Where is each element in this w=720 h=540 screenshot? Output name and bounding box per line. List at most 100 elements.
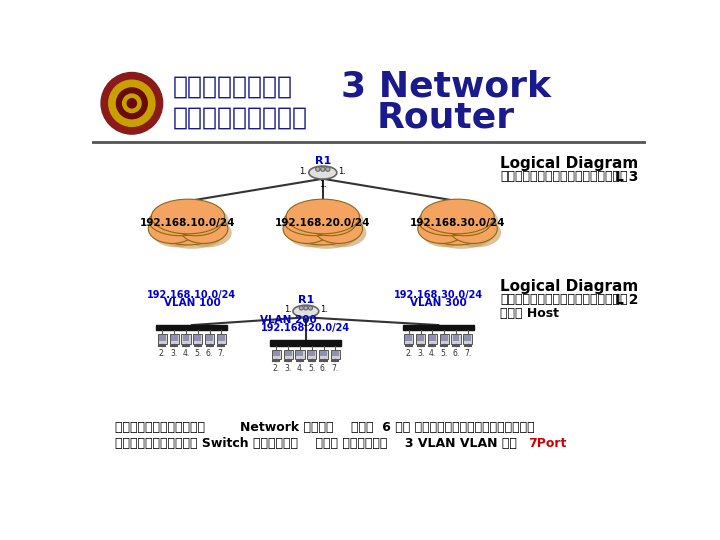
Bar xyxy=(158,334,167,343)
Circle shape xyxy=(315,167,320,171)
Bar xyxy=(451,334,461,343)
Ellipse shape xyxy=(425,203,498,238)
Text: L 3: L 3 xyxy=(615,170,639,184)
Ellipse shape xyxy=(157,212,227,249)
Ellipse shape xyxy=(418,206,482,236)
Text: 5.: 5. xyxy=(308,364,315,373)
Bar xyxy=(307,350,316,359)
Bar xyxy=(170,334,179,343)
Ellipse shape xyxy=(438,206,492,236)
Text: 6.: 6. xyxy=(452,349,459,358)
Text: แสดงรายละเอยดระดบ: แสดงรายละเอยดระดบ xyxy=(500,170,627,183)
Ellipse shape xyxy=(153,208,222,245)
Text: 3.: 3. xyxy=(417,349,424,358)
Text: Logical Diagram: Logical Diagram xyxy=(500,279,638,294)
Text: เชอมตอผาน: เชอมตอผาน xyxy=(173,105,307,129)
Ellipse shape xyxy=(449,214,498,244)
Ellipse shape xyxy=(293,305,319,317)
Bar xyxy=(217,334,226,343)
Ellipse shape xyxy=(418,214,466,244)
Text: 5.: 5. xyxy=(441,349,448,358)
Bar xyxy=(194,335,202,341)
Text: 3.: 3. xyxy=(284,364,292,373)
Text: 2.: 2. xyxy=(159,349,166,358)
Ellipse shape xyxy=(443,211,495,240)
Circle shape xyxy=(300,306,303,310)
Text: 2.: 2. xyxy=(273,364,280,373)
Bar xyxy=(284,350,293,359)
Bar xyxy=(271,340,341,346)
Ellipse shape xyxy=(184,218,232,247)
Text: 7.: 7. xyxy=(332,364,339,373)
Bar xyxy=(181,334,191,343)
Bar xyxy=(417,335,424,341)
Bar xyxy=(416,334,426,343)
Ellipse shape xyxy=(156,203,228,238)
Text: 192.168.20.0/24: 192.168.20.0/24 xyxy=(261,323,351,333)
Text: 1.: 1. xyxy=(300,166,307,176)
Circle shape xyxy=(304,306,308,310)
Text: Router: Router xyxy=(377,100,515,134)
Ellipse shape xyxy=(423,208,492,245)
Ellipse shape xyxy=(304,206,357,236)
Text: ถาผใชงานแตละ        Network มนอย    เชน  6 คน และอยบรเวณเดยวกน: ถาผใชงานแตละ Network มนอย เชน 6 คน และอย… xyxy=(115,421,534,434)
Text: 7.: 7. xyxy=(464,349,472,358)
Ellipse shape xyxy=(290,203,364,238)
Bar xyxy=(441,335,448,341)
Bar xyxy=(193,334,202,343)
Ellipse shape xyxy=(152,218,200,247)
Circle shape xyxy=(109,80,155,126)
Ellipse shape xyxy=(169,206,222,236)
Circle shape xyxy=(127,99,137,108)
Ellipse shape xyxy=(427,212,496,249)
Ellipse shape xyxy=(422,218,469,247)
Circle shape xyxy=(320,167,325,171)
Ellipse shape xyxy=(309,166,337,179)
Text: 6.: 6. xyxy=(206,349,213,358)
Bar xyxy=(440,334,449,343)
Text: VLAN 200: VLAN 200 xyxy=(260,315,316,325)
Bar xyxy=(332,351,339,356)
Ellipse shape xyxy=(153,211,216,240)
Bar xyxy=(92,65,647,142)
Bar xyxy=(271,350,281,359)
Bar xyxy=(183,335,189,341)
Bar xyxy=(429,335,436,341)
Bar xyxy=(159,335,166,341)
Ellipse shape xyxy=(422,211,485,240)
Bar xyxy=(330,350,340,359)
Bar xyxy=(295,350,305,359)
Text: 1.: 1. xyxy=(302,319,310,328)
Text: 7.: 7. xyxy=(217,349,225,358)
Bar xyxy=(218,335,225,341)
Ellipse shape xyxy=(315,214,363,244)
Ellipse shape xyxy=(284,206,347,236)
Bar xyxy=(404,334,413,343)
Circle shape xyxy=(325,167,330,171)
Bar xyxy=(308,351,315,356)
Text: 1.: 1. xyxy=(320,305,328,314)
Bar xyxy=(156,325,228,330)
Text: 7Port: 7Port xyxy=(528,437,567,450)
Text: R1: R1 xyxy=(315,156,331,166)
Bar xyxy=(171,335,178,341)
Text: 192.168.30.0/24: 192.168.30.0/24 xyxy=(394,289,483,300)
Text: 192.168.10.0/24: 192.168.10.0/24 xyxy=(140,218,236,228)
Ellipse shape xyxy=(149,206,212,236)
Text: 4.: 4. xyxy=(297,364,304,373)
Text: 1.: 1. xyxy=(319,180,327,190)
Ellipse shape xyxy=(307,211,361,240)
Text: 192.168.10.0/24: 192.168.10.0/24 xyxy=(148,289,236,300)
Text: R1: R1 xyxy=(298,295,314,306)
Text: 192.168.30.0/24: 192.168.30.0/24 xyxy=(410,218,505,228)
Text: 3.: 3. xyxy=(171,349,178,358)
Bar xyxy=(453,335,459,341)
Text: 2.: 2. xyxy=(405,349,413,358)
Circle shape xyxy=(308,306,312,310)
Bar xyxy=(463,334,472,343)
Circle shape xyxy=(117,88,148,119)
Ellipse shape xyxy=(421,199,494,234)
Text: 1.: 1. xyxy=(284,305,292,314)
Text: VLAN 300: VLAN 300 xyxy=(410,298,467,308)
Text: สมมตเราม: สมมตเราม xyxy=(173,75,292,98)
